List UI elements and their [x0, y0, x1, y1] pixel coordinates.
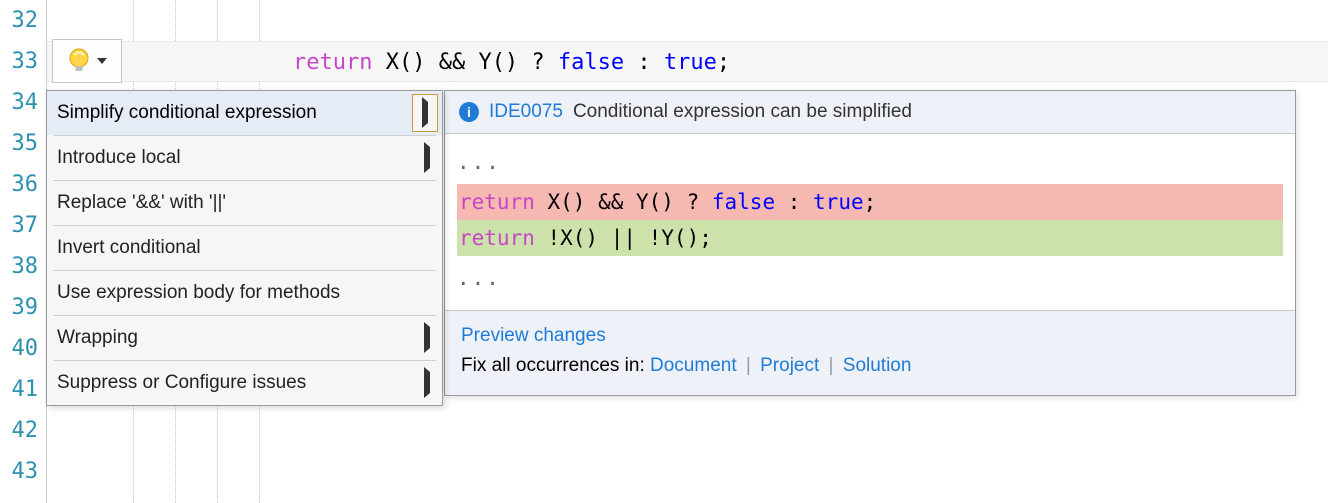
quick-action-item[interactable]: Use expression body for methods: [47, 271, 442, 315]
quick-action-label: Use expression body for methods: [57, 282, 340, 304]
line-number: 40: [0, 328, 38, 369]
submenu-arrow-icon: [424, 142, 430, 173]
line-number: 35: [0, 123, 38, 164]
line-number-gutter: 323334353637383940414243: [0, 0, 46, 503]
line-number: 34: [0, 82, 38, 123]
separator: |: [823, 355, 839, 376]
fix-scope-link[interactable]: Project: [760, 355, 819, 376]
line-number: 38: [0, 246, 38, 287]
line-number: 36: [0, 164, 38, 205]
quick-action-item[interactable]: Introduce local: [47, 136, 442, 180]
ellipsis: ...: [457, 140, 1283, 184]
fix-occurrences-line: Fix all occurrences in: Document | Proje…: [461, 351, 1279, 381]
diagnostic-message: Conditional expression can be simplified: [573, 101, 912, 123]
quick-action-item[interactable]: Suppress or Configure issues: [47, 361, 442, 405]
diagnostic-id[interactable]: IDE0075: [489, 101, 563, 123]
diff-added-line: return !X() || !Y();: [457, 220, 1283, 256]
preview-panel: i IDE0075 Conditional expression can be …: [444, 90, 1296, 396]
quick-action-label: Replace '&&' with '||': [57, 192, 226, 214]
quick-action-label: Simplify conditional expression: [57, 102, 317, 124]
quick-action-label: Invert conditional: [57, 237, 201, 259]
ellipsis: ...: [457, 256, 1283, 300]
lightbulb-icon: [67, 47, 91, 75]
submenu-arrow-icon: [422, 97, 428, 128]
lightbulb-dropdown[interactable]: [52, 39, 122, 83]
line-number: 37: [0, 205, 38, 246]
chevron-down-icon: [97, 58, 107, 64]
quick-action-item[interactable]: Simplify conditional expression: [47, 91, 442, 135]
fix-scope-link[interactable]: Solution: [843, 355, 912, 376]
line-number: 43: [0, 451, 38, 492]
separator: |: [741, 355, 757, 376]
preview-footer: Preview changes Fix all occurrences in: …: [445, 310, 1295, 395]
submenu-arrow-icon: [424, 367, 430, 398]
info-icon: i: [459, 102, 479, 122]
quick-action-label: Wrapping: [57, 327, 138, 349]
line-number: 41: [0, 369, 38, 410]
line-number: 42: [0, 410, 38, 451]
preview-changes-link[interactable]: Preview changes: [461, 325, 606, 346]
quick-actions-menu: Simplify conditional expression Introduce…: [46, 90, 443, 406]
quick-action-label: Suppress or Configure issues: [57, 372, 306, 394]
code-line-current[interactable]: return X() && Y() ? false : true;: [47, 41, 1328, 82]
preview-diff: ... return X() && Y() ? false : true; re…: [445, 134, 1295, 310]
preview-header: i IDE0075 Conditional expression can be …: [445, 91, 1295, 134]
submenu-arrow-icon: [424, 322, 430, 353]
quick-action-label: Introduce local: [57, 147, 181, 169]
quick-action-item[interactable]: Invert conditional: [47, 226, 442, 270]
quick-action-item[interactable]: Wrapping: [47, 316, 442, 360]
fix-scope-link[interactable]: Document: [650, 355, 737, 376]
fix-prefix: Fix all occurrences in:: [461, 355, 650, 376]
line-number: 32: [0, 0, 38, 41]
quick-action-item[interactable]: Replace '&&' with '||': [47, 181, 442, 225]
line-number: 33: [0, 41, 38, 82]
line-number: 39: [0, 287, 38, 328]
diff-removed-line: return X() && Y() ? false : true;: [457, 184, 1283, 220]
